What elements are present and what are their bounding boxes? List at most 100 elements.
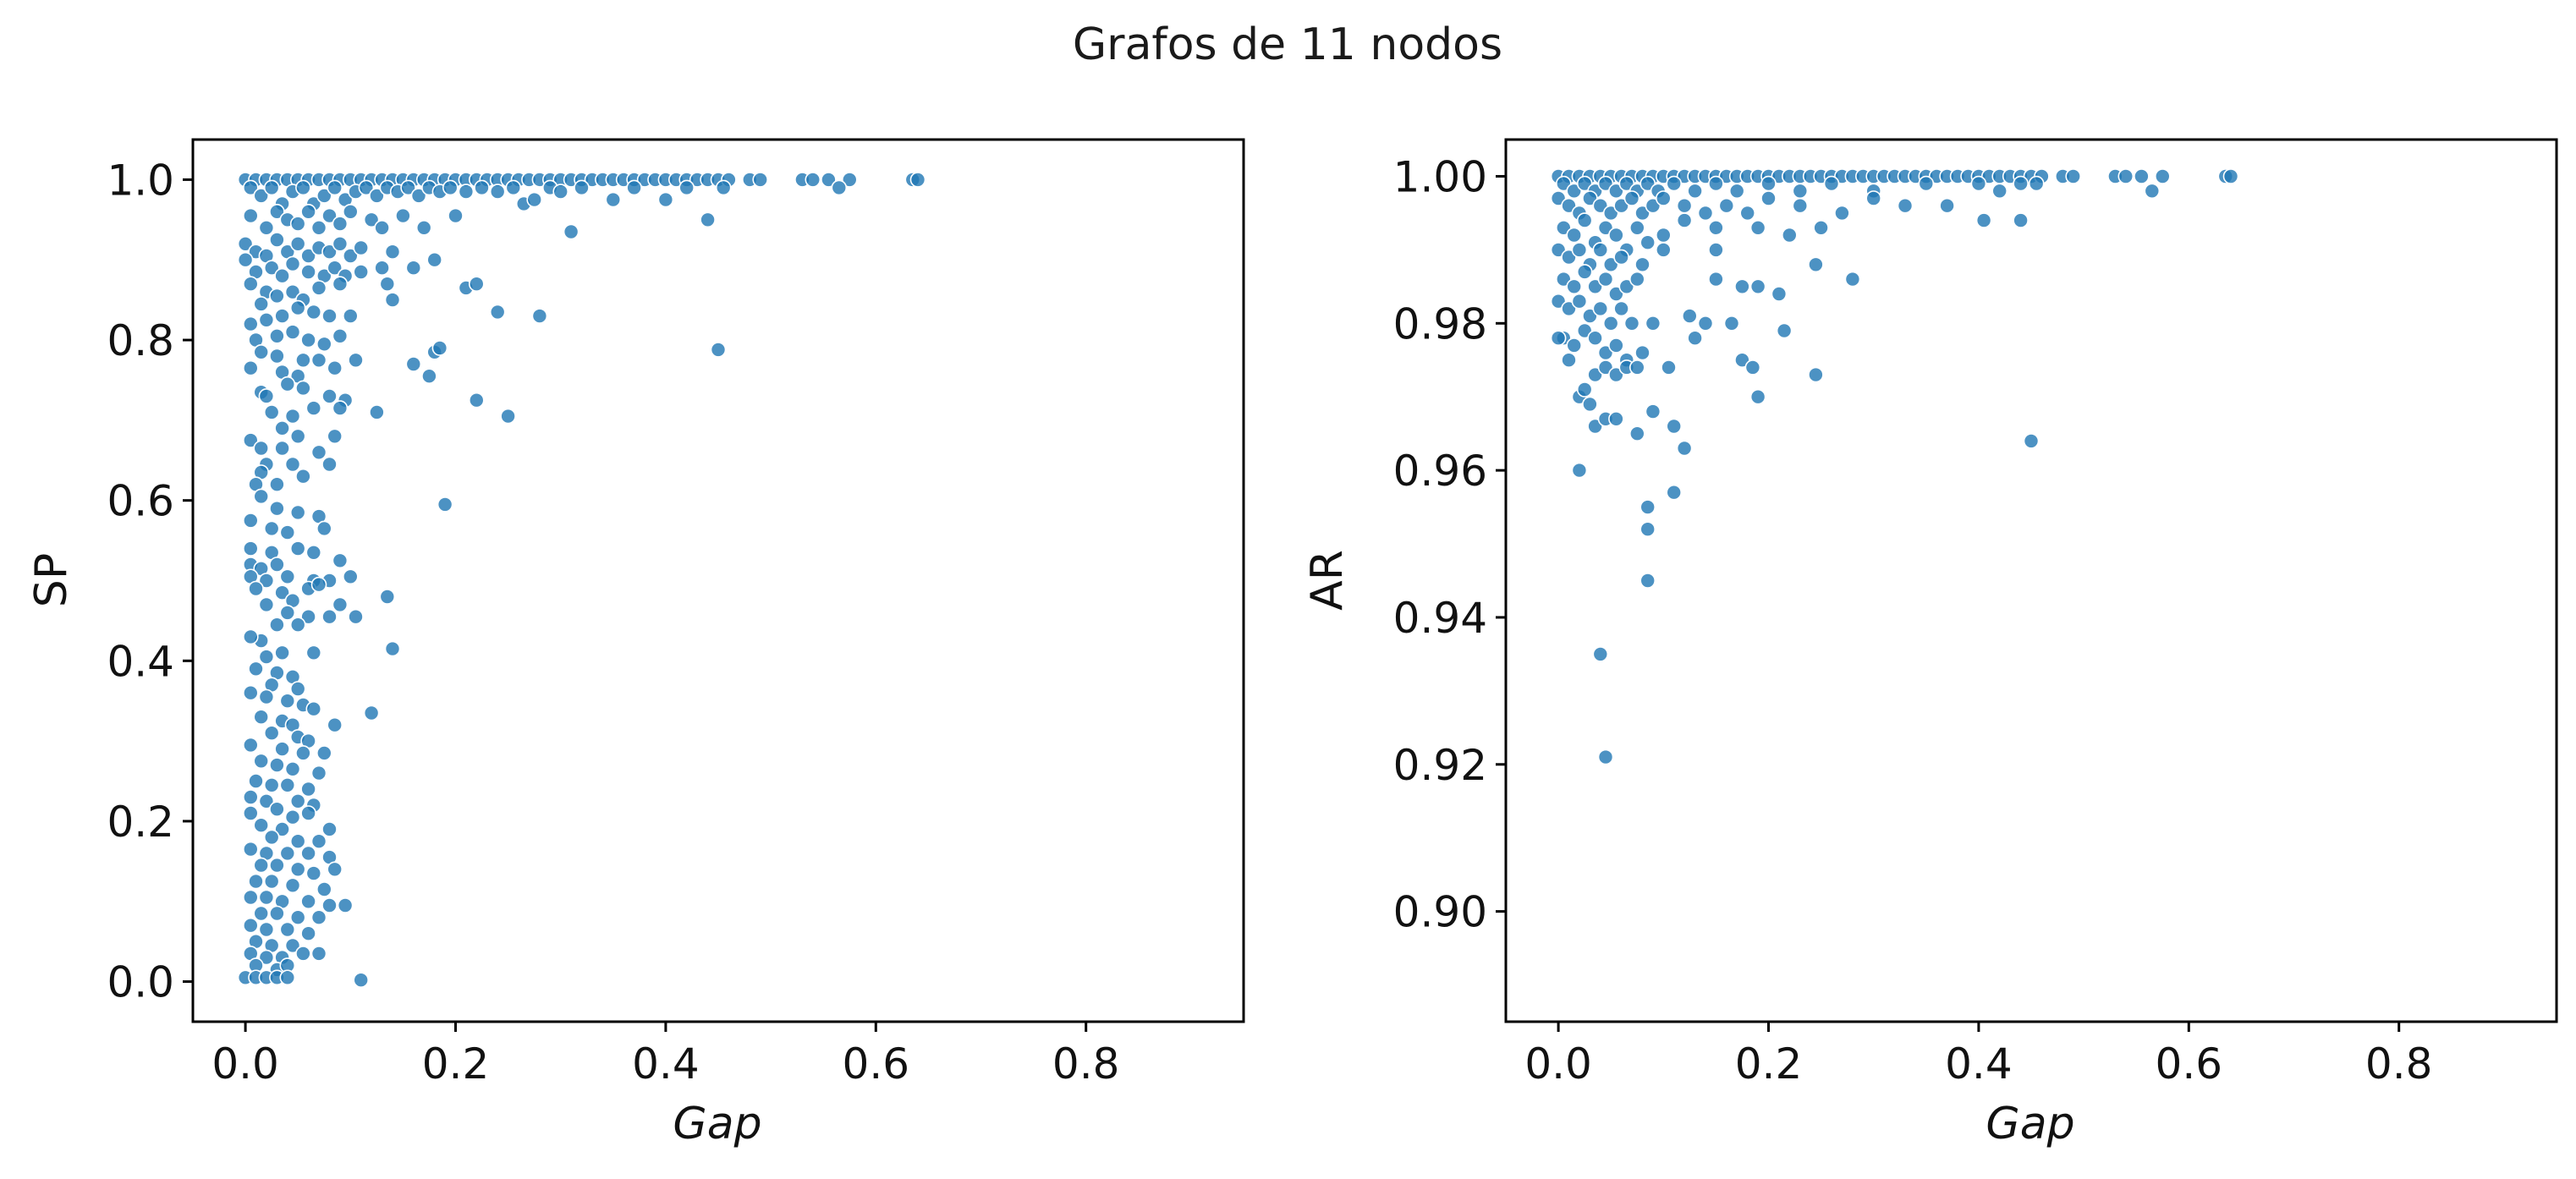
data-point xyxy=(269,617,285,633)
data-point xyxy=(421,368,437,385)
x-tick-label: 0.4 xyxy=(632,1039,700,1089)
x-tick-label: 0.0 xyxy=(1524,1039,1592,1089)
y-tick-label: 0.0 xyxy=(107,958,174,1007)
data-point xyxy=(1618,175,1635,192)
data-point xyxy=(474,179,490,196)
data-point xyxy=(1608,227,1624,244)
data-point xyxy=(426,251,443,268)
data-point xyxy=(321,897,338,913)
data-point xyxy=(269,288,285,304)
data-point xyxy=(248,873,264,890)
data-point xyxy=(289,617,306,633)
data-point xyxy=(274,440,290,457)
data-point xyxy=(626,179,642,196)
figure-title: Grafos de 11 nodos xyxy=(1073,19,1502,70)
data-point xyxy=(710,342,727,358)
data-point xyxy=(1571,293,1588,310)
data-point xyxy=(1708,242,1724,258)
y-tick-label: 0.8 xyxy=(107,316,174,365)
y-axis-label: AR xyxy=(1302,550,1353,611)
data-point xyxy=(1991,183,2008,200)
data-point xyxy=(374,219,390,236)
data-point xyxy=(505,179,522,196)
x-axis-ticks: 0.0 0.2 0.4 0.6 0.8 xyxy=(1524,1022,2432,1089)
data-point xyxy=(1697,205,1714,222)
data-point xyxy=(242,841,259,858)
data-point xyxy=(1939,197,1955,214)
data-point xyxy=(1776,322,1793,339)
data-point xyxy=(316,745,332,761)
data-point xyxy=(1645,315,1661,332)
data-point xyxy=(1613,249,1629,266)
data-point xyxy=(295,745,311,761)
data-point xyxy=(300,781,316,798)
data-point xyxy=(289,833,306,850)
data-point xyxy=(258,921,275,938)
data-point xyxy=(242,276,259,293)
data-point xyxy=(337,897,354,913)
data-point xyxy=(300,805,316,821)
data-point xyxy=(295,380,311,397)
data-point xyxy=(1645,403,1661,420)
data-point xyxy=(316,188,332,204)
data-point xyxy=(310,833,327,850)
data-point xyxy=(395,207,411,224)
data-point xyxy=(1760,190,1777,206)
data-point xyxy=(1656,227,1672,244)
data-point xyxy=(321,456,338,473)
data-point xyxy=(500,408,516,425)
data-point xyxy=(1566,278,1582,295)
data-point xyxy=(279,376,296,392)
data-point xyxy=(369,404,385,420)
data-point xyxy=(327,359,343,376)
data-point xyxy=(263,776,280,793)
data-point xyxy=(2028,175,2045,192)
data-point xyxy=(1687,183,1703,200)
data-point xyxy=(269,476,285,493)
data-point xyxy=(574,179,590,196)
data-point xyxy=(310,352,327,369)
data-point xyxy=(700,211,716,228)
data-point xyxy=(332,276,349,293)
data-point xyxy=(1749,219,1766,236)
data-point xyxy=(242,359,259,376)
data-point xyxy=(269,757,285,773)
data-point xyxy=(1844,271,1861,288)
data-point xyxy=(279,568,296,585)
data-point xyxy=(715,179,732,196)
data-point xyxy=(1592,242,1609,258)
data-point xyxy=(1597,749,1614,765)
data-point xyxy=(1760,175,1777,192)
data-point xyxy=(332,235,349,252)
data-point xyxy=(263,725,280,742)
y-tick-label: 0.2 xyxy=(107,798,174,847)
data-point xyxy=(384,244,401,260)
data-point xyxy=(253,488,270,505)
data-point xyxy=(310,946,327,962)
data-point xyxy=(284,408,301,425)
data-point xyxy=(284,877,301,894)
data-point xyxy=(248,661,264,677)
x-tick-label: 0.4 xyxy=(1945,1039,2013,1089)
y-tick-label: 0.92 xyxy=(1393,741,1487,790)
data-point xyxy=(300,608,316,625)
data-point xyxy=(1723,315,1740,332)
y-tick-label: 1.0 xyxy=(107,156,174,205)
data-point xyxy=(269,857,285,874)
data-point xyxy=(1566,227,1582,244)
data-point xyxy=(358,179,375,196)
data-point xyxy=(274,420,290,436)
data-point xyxy=(310,765,327,781)
data-point xyxy=(379,589,396,605)
data-point xyxy=(279,693,296,710)
data-point xyxy=(242,179,259,196)
data-point xyxy=(1682,308,1698,324)
data-point xyxy=(279,921,296,938)
data-point xyxy=(242,432,259,448)
data-point xyxy=(353,972,370,988)
data-point xyxy=(269,801,285,818)
data-point xyxy=(1608,337,1624,354)
data-point xyxy=(258,311,275,328)
y-tick-label: 0.6 xyxy=(107,477,174,526)
